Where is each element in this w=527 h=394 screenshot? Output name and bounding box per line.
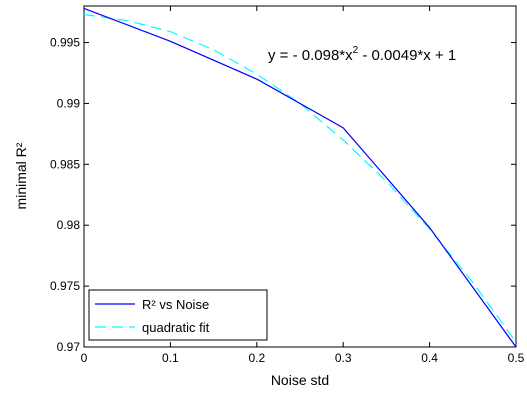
y-axis-ticks: 0.97 0.975 0.98 0.985 0.99 0.995	[50, 36, 516, 354]
legend-box	[88, 289, 268, 341]
x-tick-label: 0.2	[248, 351, 265, 365]
x-tick-label: 0.1	[162, 351, 179, 365]
legend-label-quadratic-fit: quadratic fit	[142, 320, 210, 335]
legend: R² vs Noise quadratic fit	[88, 289, 268, 341]
y-tick-label: 0.985	[50, 157, 80, 171]
x-tick-label: 0.5	[508, 351, 525, 365]
fit-equation-prefix: y = - 0.098*x	[268, 47, 353, 64]
fit-equation-superscript: 2	[353, 45, 359, 56]
x-tick-label: 0	[81, 351, 88, 365]
series-line-quadratic-fit	[83, 13, 517, 343]
y-tick-label: 0.975	[50, 279, 80, 293]
y-tick-label: 0.98	[57, 218, 81, 232]
y-axis-label: minimal R²	[13, 142, 29, 209]
series-line-r2-vs-noise	[83, 7, 517, 348]
x-axis-ticks: 0 0.1 0.2 0.3 0.4 0.5	[81, 6, 525, 365]
x-tick-label: 0.3	[335, 351, 352, 365]
x-tick-label: 0.4	[421, 351, 438, 365]
legend-label-r2: R² vs Noise	[142, 297, 209, 312]
fit-equation: y = - 0.098*x2 - 0.0049*x + 1	[268, 45, 456, 64]
series-layer	[83, 7, 517, 348]
y-tick-label: 0.995	[50, 36, 80, 50]
y-tick-label: 0.99	[57, 96, 81, 110]
fit-equation-suffix: - 0.0049*x + 1	[358, 47, 456, 64]
y-tick-label: 0.97	[57, 340, 81, 354]
x-axis-label: Noise std	[271, 372, 329, 388]
